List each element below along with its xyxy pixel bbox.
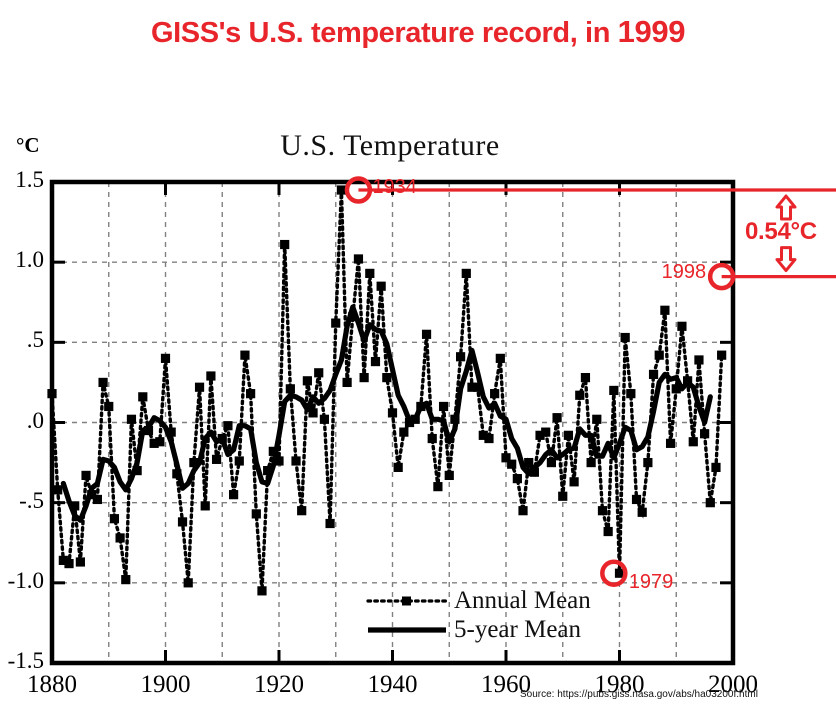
legend-label-5year: 5-year Mean: [454, 616, 582, 643]
y-tick-1.5: 1.5: [15, 167, 44, 192]
annotation-layer: [344, 176, 836, 587]
y-tick-.0: .0: [26, 407, 44, 433]
annotation-label-1979: 1979: [628, 571, 674, 594]
x-tick-1880: 1880: [27, 671, 77, 698]
legend-item-5year: 5-year Mean: [366, 615, 591, 644]
annotation-label-1934: 1934: [372, 176, 417, 199]
legend-item-annual: Annual Mean: [366, 586, 591, 615]
y-tick-1.0: 1.0: [15, 247, 44, 273]
chart-title: U.S. Temperature: [280, 129, 500, 162]
chart-figure: [0, 120, 836, 710]
x-tick-1960: 1960: [481, 671, 531, 698]
y-tick--1.0: -1.0: [7, 567, 44, 593]
y-tick-.5: .5: [26, 327, 44, 353]
x-tick-1900: 1900: [140, 671, 191, 698]
y-axis-unit-label: °C: [16, 133, 40, 157]
x-tick-1940: 1940: [367, 671, 418, 698]
x-tick-2000: 2000: [708, 671, 758, 698]
x-tick-1980: 1980: [594, 671, 645, 698]
page-title-main: GISS's U.S. temperature record, in: [150, 17, 618, 49]
delta-label: 0.54°C: [745, 218, 817, 245]
y-tick--1.5: -1.5: [7, 648, 44, 673]
page-title: GISS's U.S. temperature record, in 1999: [0, 14, 836, 50]
source-note: Source: https://pubs.giss.nasa.gov/abs/h…: [520, 689, 758, 700]
annotation-label-1998: 1998: [661, 260, 707, 283]
x-tick-1920: 1920: [254, 671, 304, 698]
temperature-chart: [47, 176, 836, 666]
chart-legend: Annual Mean 5-year Mean: [366, 586, 591, 644]
plot-frame: [49, 179, 736, 666]
y-tick--.5: -.5: [19, 487, 44, 513]
page-title-year: 1999: [617, 14, 686, 49]
legend-key-solid-icon: [366, 623, 448, 637]
data-series: [47, 185, 727, 596]
legend-key-dotted-icon: [366, 594, 448, 608]
legend-label-annual: Annual Mean: [454, 587, 591, 614]
